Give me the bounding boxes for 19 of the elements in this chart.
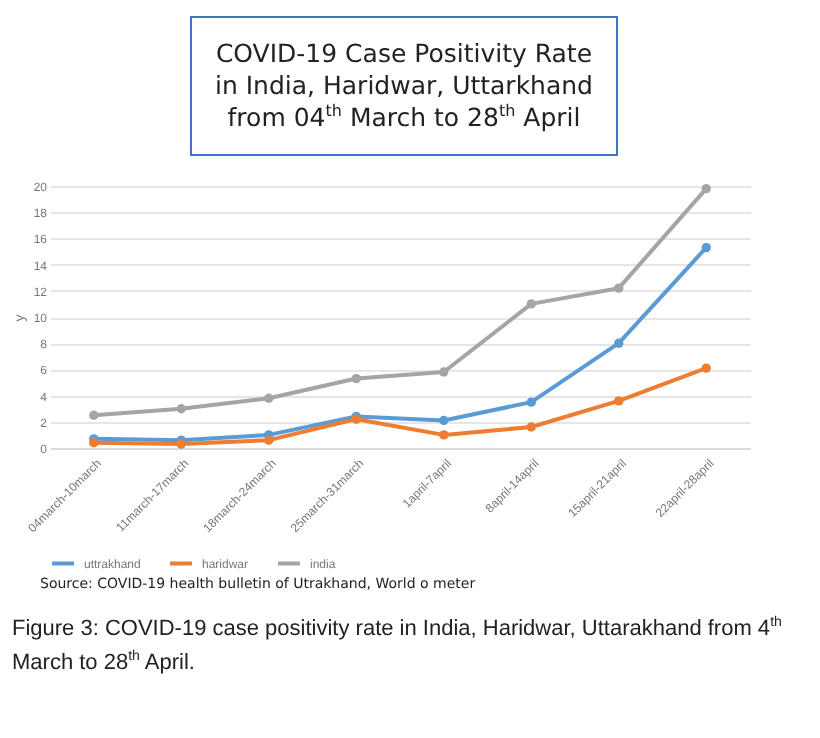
point (439, 415, 449, 426)
point (439, 430, 449, 440)
point (264, 435, 274, 445)
point (526, 397, 536, 407)
point (89, 410, 99, 420)
point (526, 299, 536, 309)
point (351, 373, 361, 384)
point (526, 422, 536, 432)
point (614, 338, 624, 348)
point (614, 283, 624, 293)
point (614, 396, 624, 406)
point (439, 367, 449, 377)
point (176, 404, 186, 414)
text: Figure 3: COVID-19 case positivity rate in India, Haridwar, Uttarakhand from 4$^{th}$ March to 28$^{th}$ April. (12, 616, 782, 675)
point (701, 242, 711, 253)
point (264, 393, 274, 403)
chart-title: COVID-19 Case Positivity Rate in India, Haridwar, Uttarkhand from 04$^{th}$ March to 28$^{th}$ April (213, 38, 595, 134)
point (701, 363, 711, 373)
point (701, 183, 711, 194)
